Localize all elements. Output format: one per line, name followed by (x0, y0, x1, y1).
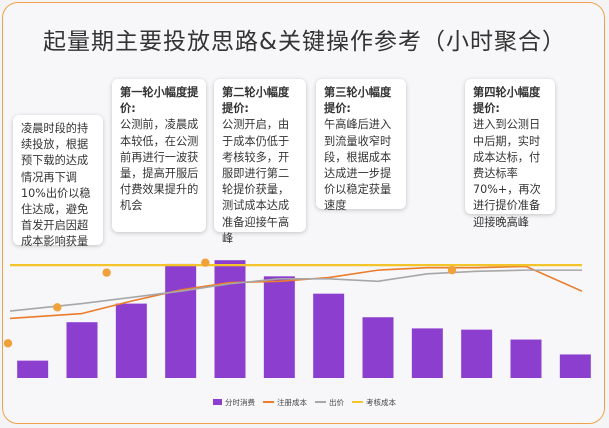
note-round-1: 第一轮小幅度提价: 公测前，凌晨成本较低，在公测前再进行一波获量，提高开服后付费… (112, 79, 206, 232)
bid-change-marker (53, 303, 62, 312)
bid-change-marker (201, 258, 210, 267)
legend-swatch-register-cost (263, 401, 274, 403)
note-round-3-heading: 第三轮小幅度提价: (324, 86, 392, 116)
spend-bar (66, 322, 98, 378)
note-overnight: 凌晨时段的持续投放，根据预下载的达成情况再下调10%出价以稳住达成，避免首发开启… (13, 115, 103, 248)
legend-label-spend: 分时消费 (225, 397, 255, 407)
bid-change-marker (3, 339, 13, 348)
bid-change-marker (447, 265, 457, 275)
note-round-4-body: 进入到公测日中后期，实时成本达标，付费达标率70%+，再次进行提价准备迎接晚高峰 (473, 118, 541, 229)
note-round-2-heading: 第二轮小幅度提价: (222, 86, 290, 116)
spend-bar (559, 354, 591, 378)
legend-swatch-bid (315, 401, 326, 403)
note-round-1-heading: 第一轮小幅度提价: (120, 86, 199, 116)
legend-swatch-target-cost (352, 401, 363, 403)
spend-bar (510, 339, 542, 378)
legend-item-bid: 出价 (315, 397, 344, 408)
bid-line (9, 269, 582, 312)
legend-item-register-cost: 注册成本 (263, 397, 307, 408)
legend-swatch-spend (213, 399, 222, 405)
spend-bar (115, 303, 147, 378)
note-round-4: 第四轮小幅度提价: 进入到公测日中后期，实时成本达标，付费达标率70%+，再次进… (465, 79, 555, 229)
spend-bar (461, 329, 493, 378)
chart-title: 起量期主要投放思路&关键操作参考（小时聚合） (43, 29, 566, 55)
legend-item-target-cost: 考核成本 (352, 397, 396, 408)
chart-legend: 分时消费 注册成本 出价 考核成本 (213, 396, 404, 408)
note-overnight-body: 凌晨时段的持续投放，根据预下载的达成情况再下调10%出价以稳住达成，避免首发开启… (21, 122, 91, 249)
spend-bar (17, 360, 49, 378)
spend-bar (214, 260, 246, 378)
spend-bar (263, 276, 295, 378)
note-round-2: 第二轮小幅度提价: 公测开启，由于成本仍低于考核较多，开服即进行第二轮提价获量，… (214, 79, 306, 245)
note-round-3: 第三轮小幅度提价: 午高峰后进入到流量收窄时段，根据成本达成进一步提价以稳定获量… (316, 79, 406, 212)
register-cost-line (9, 265, 583, 320)
legend-label-target-cost: 考核成本 (366, 397, 396, 407)
legend-label-bid: 出价 (329, 397, 344, 407)
spend-bar (411, 328, 443, 378)
spend-bar (313, 293, 345, 378)
spend-bar (165, 263, 197, 378)
note-round-4-heading: 第四轮小幅度提价: (473, 86, 541, 116)
note-round-2-body: 公测开启，由于成本仍低于考核较多，开服即进行第二轮提价获量，测试成本达成准备迎接… (222, 118, 290, 245)
legend-label-register-cost: 注册成本 (277, 397, 307, 407)
legend-item-spend: 分时消费 (213, 397, 255, 408)
bid-change-marker (102, 268, 111, 277)
spend-bar (362, 317, 394, 378)
note-round-3-body: 午高峰后进入到流量收窄时段，根据成本达成进一步提价以稳定获量速度 (324, 118, 392, 213)
note-round-1-body: 公测前，凌晨成本较低，在公测前再进行一波获量，提高开服后付费效果提升的机会 (120, 118, 199, 213)
